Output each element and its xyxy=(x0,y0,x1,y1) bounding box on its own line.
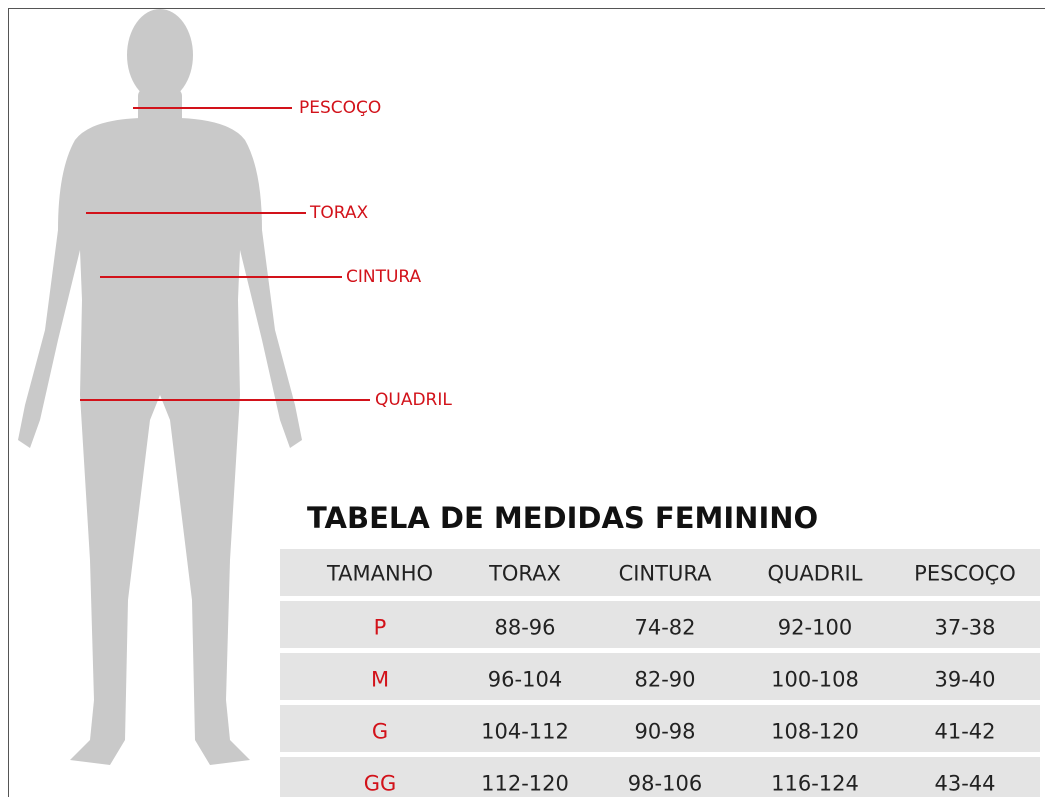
table-title: TABELA DE MEDIDAS FEMININO xyxy=(307,501,818,535)
table-cell: 37-38 xyxy=(934,616,995,640)
measure-label: CINTURA xyxy=(346,267,422,287)
table-cell: 96-104 xyxy=(488,668,562,692)
measure-label: PESCOÇO xyxy=(299,98,381,118)
measure-label: QUADRIL xyxy=(375,390,452,410)
table-row xyxy=(280,601,1040,648)
table-cell: 88-96 xyxy=(494,616,555,640)
table-cell: GG xyxy=(364,772,397,796)
table-cell: 116-124 xyxy=(771,772,859,796)
table-cell: 104-112 xyxy=(481,720,569,744)
silhouette xyxy=(18,9,302,765)
size-table: TAMANHO TORAX CINTURA QUADRIL PESCOÇO P 88-96 7… xyxy=(280,549,1040,797)
table-cell: 98-106 xyxy=(628,772,702,796)
table-cell: M xyxy=(371,668,389,692)
table-cell: P xyxy=(374,616,387,640)
table-row xyxy=(280,653,1040,700)
table-cell: 41-42 xyxy=(934,720,995,744)
table-cell: 108-120 xyxy=(771,720,859,744)
header-cell: QUADRIL xyxy=(768,562,863,586)
table-cell: 112-120 xyxy=(481,772,569,796)
header-cell: TAMANHO xyxy=(326,562,433,586)
table-cell: 82-90 xyxy=(634,668,695,692)
measure-lines xyxy=(80,107,370,401)
table-cell: 74-82 xyxy=(634,616,695,640)
header-cell: PESCOÇO xyxy=(914,562,1016,586)
table-cell: G xyxy=(372,720,388,744)
measure-label: TORAX xyxy=(309,203,369,223)
header-cell: CINTURA xyxy=(619,562,713,586)
table-cell: 90-98 xyxy=(634,720,695,744)
header-cell: TORAX xyxy=(488,562,561,586)
table-row xyxy=(280,549,1040,596)
table-row xyxy=(280,705,1040,752)
table-cell: 43-44 xyxy=(934,772,995,796)
table-row xyxy=(280,757,1040,797)
table-cell: 100-108 xyxy=(771,668,859,692)
table-cell: 92-100 xyxy=(778,616,852,640)
table-cell: 39-40 xyxy=(934,668,995,692)
